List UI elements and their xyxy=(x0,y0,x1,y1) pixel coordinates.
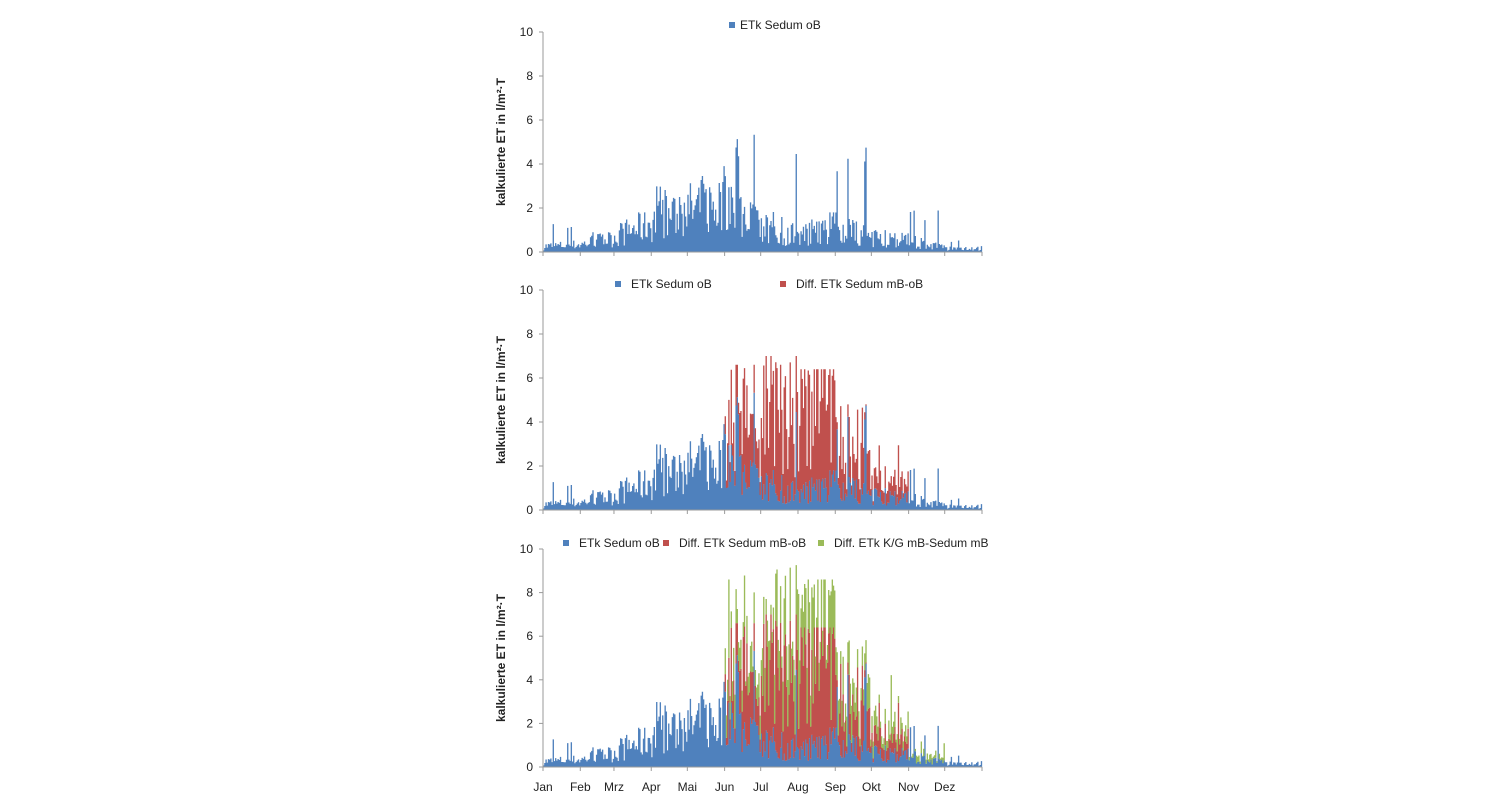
y-axis-title: kalkulierte ET in l/m²·T xyxy=(494,593,508,722)
chart-panel-1: 0 2 4 6 8 10 kalkulierte ET in l/m²·T ETk Sedum… xyxy=(494,18,983,259)
x-tick-label: Mai xyxy=(678,780,697,794)
x-tick-label: Okt xyxy=(862,780,881,794)
y-tick-label: 4 xyxy=(526,415,533,429)
y-tick-label: 4 xyxy=(526,673,533,687)
x-tick-label: Aug xyxy=(787,780,808,794)
legend-label: ETk Sedum oB xyxy=(740,18,821,32)
x-tick-label: Apr xyxy=(642,780,661,794)
y-tick-label: 8 xyxy=(526,69,533,83)
legend-swatch xyxy=(615,281,621,287)
legend-label: ETk Sedum oB xyxy=(579,536,660,550)
bar-series-diff-etk-sedum-mb-ob xyxy=(724,356,909,506)
y-tick-label: 10 xyxy=(520,542,534,556)
bar-series-etk-sedum-ob xyxy=(543,392,983,510)
legend-swatch xyxy=(818,540,824,546)
bar-series-diff-etk-k-g-mb-sedum-mb xyxy=(724,565,945,765)
y-tick-label: 6 xyxy=(526,371,533,385)
y-tick-label: 6 xyxy=(526,629,533,643)
legend-swatch xyxy=(780,281,786,287)
bar-series-etk-sedum-ob xyxy=(543,650,983,767)
y-tick-label: 10 xyxy=(520,283,534,297)
y-axis-title: kalkulierte ET in l/m²·T xyxy=(494,77,508,206)
x-tick-label: Nov xyxy=(898,780,919,794)
x-tick-label: Dez xyxy=(934,780,955,794)
x-tick-label: Sep xyxy=(825,780,847,794)
y-tick-label: 6 xyxy=(526,113,533,127)
legend-label: ETk Sedum oB xyxy=(631,277,712,291)
y-tick-label: 8 xyxy=(526,586,533,600)
chart-panel-3: 0 2 4 6 8 10 kalkulierte ET in l/m²·T ETk Sedum… xyxy=(494,536,988,794)
legend-label: Diff. ETk Sedum mB-oB xyxy=(796,277,923,291)
x-tick-label: Feb xyxy=(570,780,591,794)
y-tick-label: 2 xyxy=(526,459,533,473)
legend-swatch xyxy=(729,22,735,28)
y-tick-label: 10 xyxy=(520,25,534,39)
y-axis-title: kalkulierte ET in l/m²·T xyxy=(494,335,508,464)
bar-series-diff-etk-sedum-mb-ob xyxy=(724,614,909,763)
x-tick-label: Jan xyxy=(533,780,552,794)
x-tick-label: Mrz xyxy=(604,780,624,794)
y-tick-label: 4 xyxy=(526,157,533,171)
legend-label: Diff. ETk Sedum mB-oB xyxy=(679,536,806,550)
legend-swatch xyxy=(563,540,569,546)
y-tick-label: 0 xyxy=(526,245,533,259)
bar-series-etk-sedum-ob xyxy=(543,134,983,252)
legend-label: Diff. ETk K/G mB-Sedum mB xyxy=(834,536,988,550)
y-tick-label: 0 xyxy=(526,503,533,517)
y-tick-label: 2 xyxy=(526,716,533,730)
y-tick-label: 2 xyxy=(526,201,533,215)
x-tick-label: Jun xyxy=(715,780,734,794)
legend-swatch xyxy=(663,540,669,546)
y-tick-label: 8 xyxy=(526,327,533,341)
x-tick-label: Jul xyxy=(753,780,768,794)
y-tick-label: 0 xyxy=(526,760,533,774)
chart-panel-2: 0 2 4 6 8 10 kalkulierte ET in l/m²·T ETk Sedum… xyxy=(494,277,983,517)
